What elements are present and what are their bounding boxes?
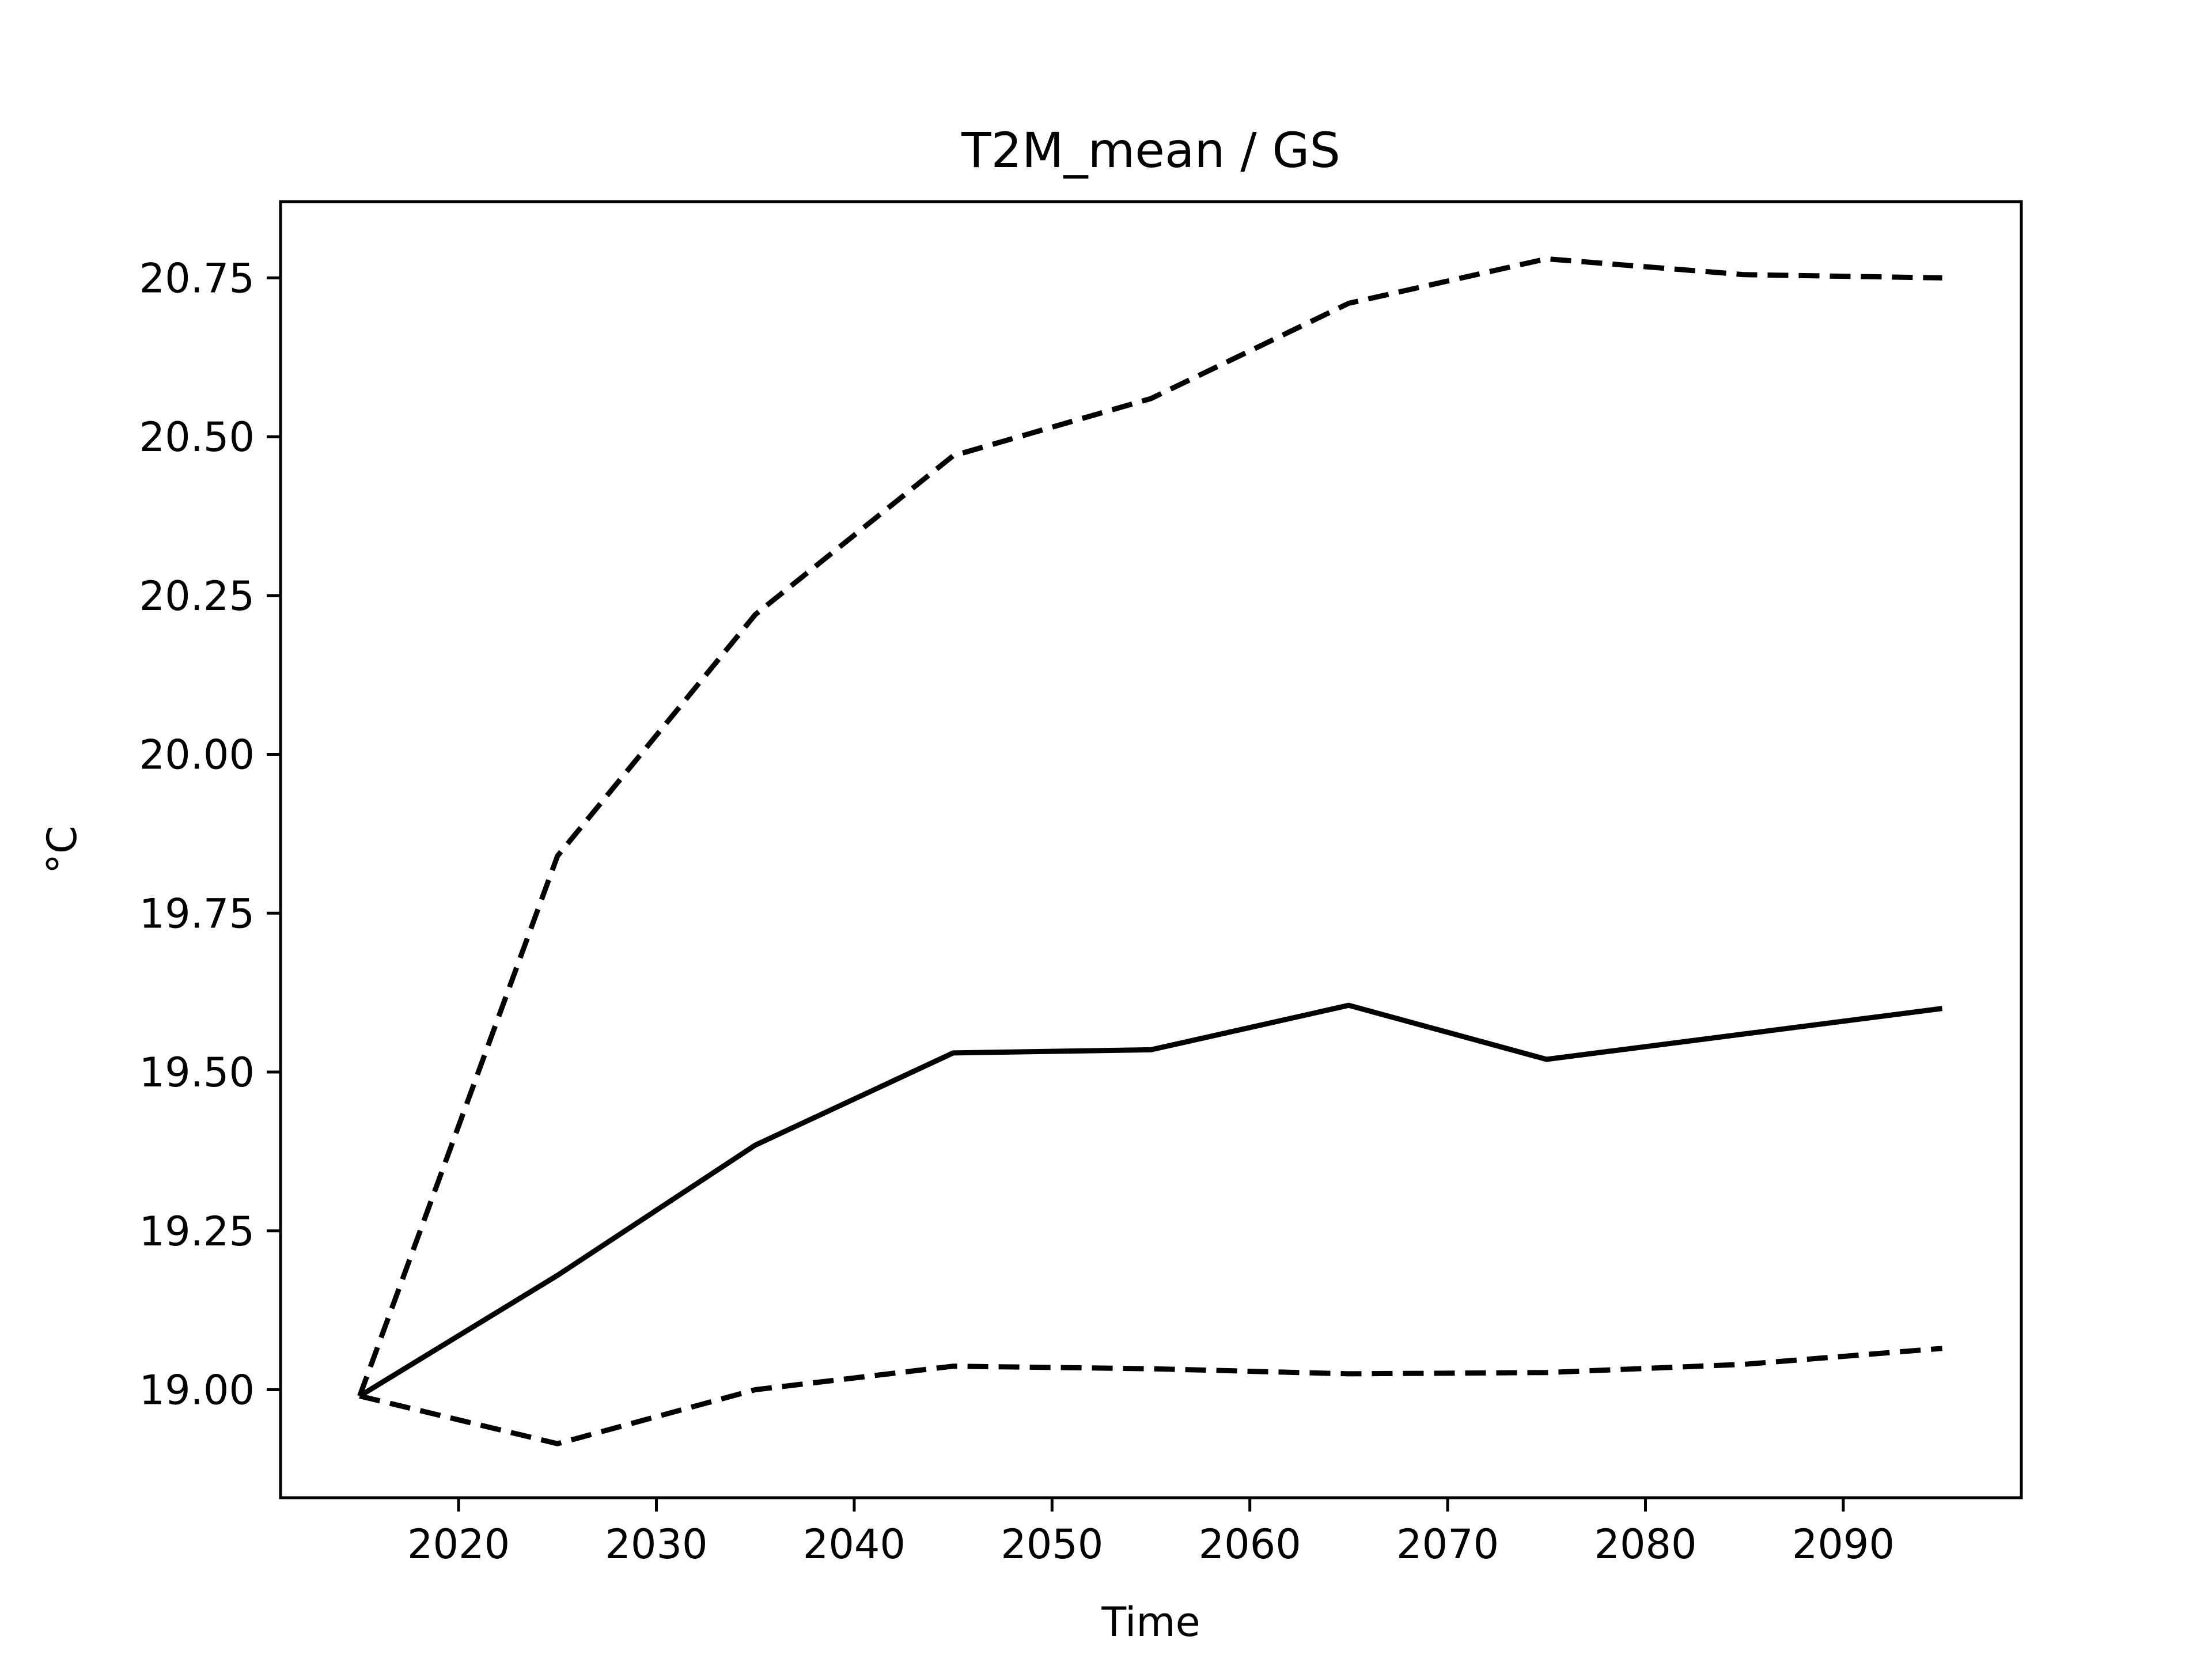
y-tick-label: 19.00	[139, 1367, 255, 1414]
series-line-mean-line	[358, 1002, 1943, 1399]
x-axis-title: Time	[1101, 1599, 1200, 1646]
y-tick-label: 19.75	[139, 890, 255, 937]
plot-frame	[279, 200, 2023, 1499]
x-tick-label: 2090	[1792, 1521, 1895, 1568]
series-line-upper-bound-line	[357, 256, 1942, 1397]
x-axis-ticks: 2020 2030 2040 2050 2060 2070 2080 2090	[407, 1498, 1895, 1568]
x-tick-label: 2070	[1396, 1521, 1499, 1568]
x-tick-label: 2030	[605, 1521, 707, 1568]
y-tick-label: 19.50	[139, 1049, 255, 1096]
x-tick-label: 2040	[803, 1521, 906, 1568]
chart-title: T2M_mean / GS	[961, 122, 1340, 179]
x-tick-label: 2020	[407, 1521, 510, 1568]
x-tick-label: 2050	[1001, 1521, 1103, 1568]
x-tick-label: 2060	[1199, 1521, 1301, 1568]
y-tick-label: 20.75	[139, 255, 255, 302]
y-tick-label: 20.25	[139, 573, 255, 620]
y-axis-ticks: 19.00 19.25 19.50 19.75 20.00 20.25 20.50 20.75	[139, 255, 281, 1414]
y-tick-label: 20.50	[139, 414, 255, 461]
x-tick-label: 2080	[1594, 1521, 1696, 1568]
series-layer	[357, 256, 1943, 1446]
y-axis-title: °C	[39, 825, 86, 874]
y-tick-label: 19.25	[139, 1208, 255, 1255]
y-tick-label: 20.00	[139, 732, 255, 779]
